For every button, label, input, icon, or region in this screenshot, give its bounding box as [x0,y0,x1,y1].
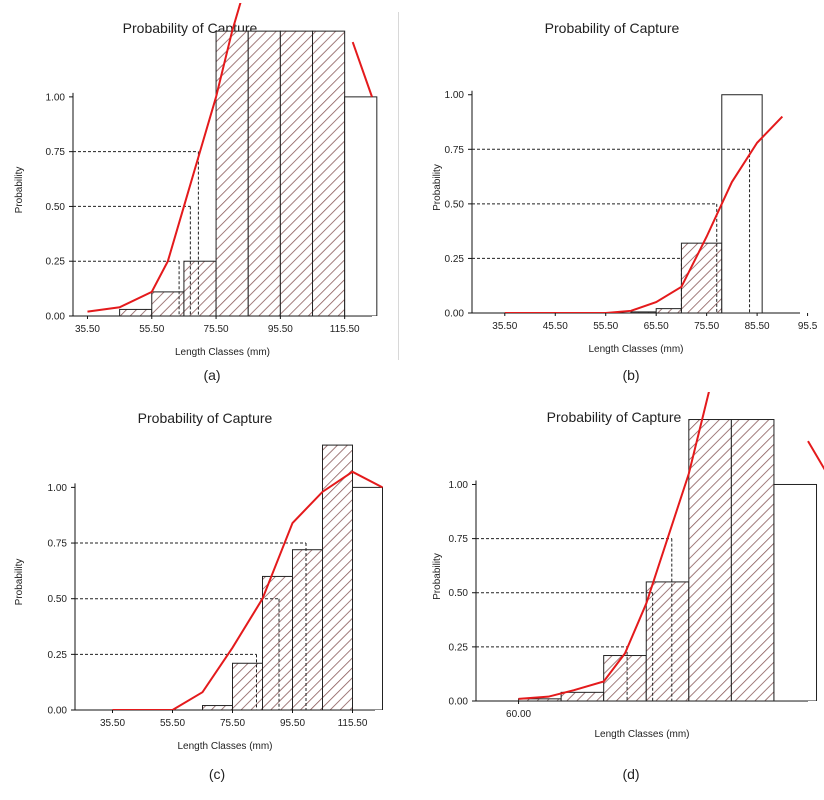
open-bar [344,96,378,316]
plot-body [472,94,784,313]
hatched-bar [183,260,217,316]
x-tick-label: 45.50 [543,321,568,332]
hatched-bar [232,662,263,710]
x-axis-label: Length Classes (mm) [588,344,683,355]
x-tick-label: 85.50 [745,321,770,332]
x-tick-label: 35.50 [75,324,100,335]
chart-panel: Probability of Capture Probability 0.00 0.2… [432,20,818,383]
hatched-bar [630,311,657,313]
hatched-bar [688,419,732,701]
chart-panel: Probability of Capture Probability 0.00 0.2… [14,410,383,782]
y-axis-label: Probability [432,553,443,600]
y-tick-label: 0.25 [449,642,469,653]
hatched-bar [680,242,723,313]
chart-title: Probability of Capture [547,409,682,425]
y-tick-label: 0.00 [445,309,465,320]
hatched-bar [322,444,353,710]
selectivity-curve [504,115,784,313]
open-bar [721,94,763,313]
panel-divider [398,12,399,360]
y-tick-label: 1.00 [46,92,66,103]
y-tick-label: 0.50 [48,594,68,605]
open-bar [773,483,818,701]
y-axis-label: Probability [14,559,25,606]
y-axis-label: Probability [432,164,443,211]
y-tick-label: 0.75 [46,147,66,158]
x-tick-label: 65.50 [644,321,669,332]
x-tick-label: 115.50 [338,718,368,729]
hatched-bar [645,581,690,701]
hatched-bar [119,308,153,316]
y-tick-label: 0.75 [48,539,68,550]
y-tick-label: 0.00 [48,706,68,717]
selectivity-curve-tail [807,440,824,471]
x-axis-label: Length Classes (mm) [177,741,272,752]
x-tick-label: 35.50 [492,321,517,332]
x-axis-label: Length Classes (mm) [594,729,689,740]
hatched-bar [560,691,605,701]
x-tick-label: 95.50 [268,324,293,335]
y-tick-label: 0.25 [445,254,465,265]
hatched-bar [262,575,293,710]
plot-body [73,3,378,316]
hatched-bar [279,30,314,316]
hatched-bar [151,291,185,316]
x-tick-label: 115.50 [330,324,360,335]
plot-body [476,392,824,701]
chart-title: Probability of Capture [138,410,273,426]
x-tick-label: 35.50 [100,718,125,729]
hatched-bar [655,308,682,313]
chart-panel: Probability of Capture Probability 0.00 0.2… [432,392,824,782]
panel-label: (b) [622,367,639,383]
open-bar [352,486,383,710]
x-axis-label: Length Classes (mm) [175,347,270,358]
y-tick-label: 0.25 [48,650,68,661]
x-tick-label: 60.00 [506,709,531,720]
y-tick-label: 1.00 [445,90,465,101]
hatched-bar [292,549,323,710]
y-tick-label: 0.75 [449,534,469,545]
hatched-bar [730,419,775,701]
x-tick-label: 95.50 [280,718,305,729]
hatched-bar [603,655,647,701]
x-tick-label: 95.5 [798,321,818,332]
selectivity-curve [87,3,242,313]
selectivity-curve [518,392,710,700]
selectivity-curve [112,470,383,710]
x-tick-label: 55.50 [160,718,185,729]
y-tick-label: 0.25 [46,257,66,268]
y-tick-label: 1.00 [449,480,469,491]
y-tick-label: 0.75 [445,145,465,156]
selectivity-curve-tail [351,41,373,98]
x-tick-label: 55.50 [139,324,164,335]
chart-title: Probability of Capture [545,20,680,36]
y-tick-label: 0.50 [445,199,465,210]
y-tick-label: 0.50 [449,588,469,599]
panel-label: (c) [209,766,225,782]
plot-body [75,444,383,710]
x-tick-label: 75.50 [220,718,245,729]
panel-label: (d) [622,766,639,782]
y-tick-label: 0.50 [46,202,66,213]
hatched-bar [312,30,346,316]
hatched-bar [247,30,281,316]
y-tick-label: 0.00 [449,697,469,708]
chart-panel: Probability of CaptureProbability0.000.2… [14,3,378,383]
y-tick-label: 1.00 [48,483,68,494]
y-axis-label: Probability [14,167,25,214]
x-tick-label: 75.50 [204,324,229,335]
hatched-bar [202,705,233,710]
x-tick-label: 55.50 [593,321,618,332]
panel-label: (a) [203,367,220,383]
y-tick-label: 0.00 [46,312,66,323]
x-tick-label: 75.50 [694,321,719,332]
